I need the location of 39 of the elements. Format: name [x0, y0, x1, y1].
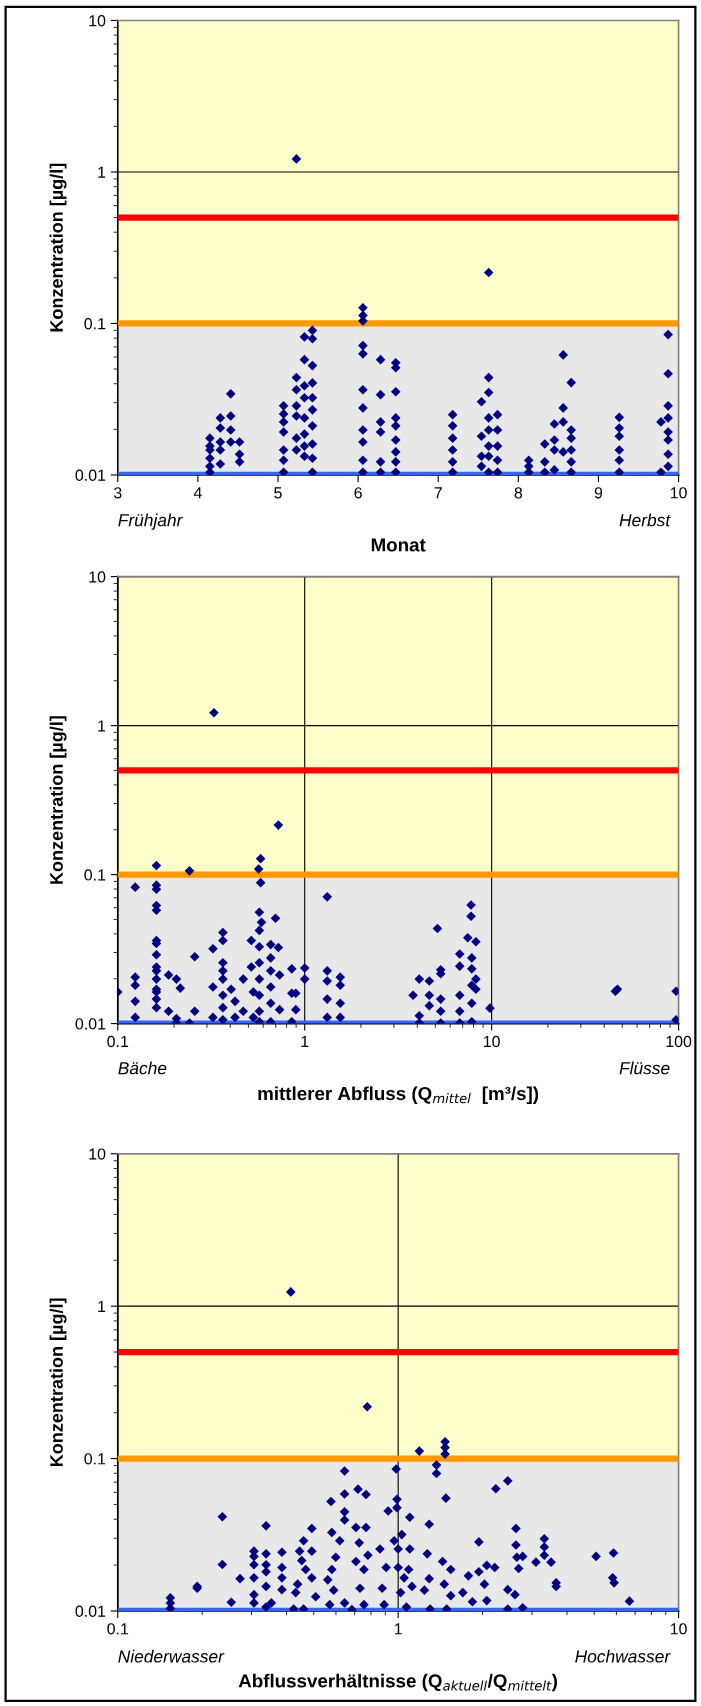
y-tick-label: 10 — [89, 1148, 106, 1160]
y-tick-label: 1 — [98, 166, 106, 178]
x-tick-label: 10 — [670, 487, 687, 499]
y-tick-label: 0.01 — [75, 1018, 106, 1030]
text: Niederwasser — [118, 1649, 225, 1663]
y-tick-label: 0.01 — [75, 1605, 106, 1617]
x-tick-label: 9 — [594, 487, 603, 499]
x-tick-label: 0.1 — [107, 1035, 129, 1048]
text: Herbst — [619, 513, 671, 527]
y-tick-label: 0.1 — [84, 1453, 106, 1465]
x-tick-label: 10 — [483, 1035, 500, 1048]
y-tick-label: 1 — [98, 1300, 106, 1312]
y-tick-label: 10 — [89, 15, 106, 27]
text: Bäche — [118, 1061, 167, 1075]
x-tick-label: 5 — [274, 487, 282, 499]
x-tick-label: 8 — [514, 487, 523, 499]
y-tick-label: 0.1 — [84, 869, 106, 881]
y-tick-label: 0.01 — [75, 469, 106, 481]
y-tick-label: 10 — [89, 571, 106, 583]
x-tick-label: 6 — [354, 487, 362, 499]
x-axis-title: Abflussverhältnisse (Q$_{aktuell}$/Q$_{mittelt}$) — [238, 1673, 558, 1692]
y-axis-title: Konzentration [µg/l] — [49, 163, 67, 332]
x-tick-label: 3 — [113, 487, 122, 499]
text: Flüsse — [619, 1061, 670, 1075]
x-axis-title: mittlerer Abfluss (Q$_{mittel}$ [m³/s]) — [258, 1086, 539, 1104]
x-tick-label: 0.1 — [107, 1623, 129, 1635]
x-tick-label: 1 — [301, 1035, 309, 1047]
text: Hochwasser — [575, 1649, 671, 1663]
x-tick-label: 4 — [193, 487, 202, 499]
x-tick-label: 1 — [394, 1623, 402, 1635]
y-tick-label: 0.1 — [84, 318, 106, 330]
x-tick-label: 10 — [670, 1623, 687, 1635]
x-tick-label: 7 — [434, 487, 442, 499]
x-axis-title: Monat — [371, 538, 426, 552]
y-axis-title: Konzentration [µg/l] — [49, 716, 67, 884]
x-tick-label: 100 — [666, 1035, 692, 1048]
y-axis-title: Konzentration [µg/l] — [49, 1298, 67, 1467]
y-tick-label: 1 — [98, 720, 106, 732]
text: Frühjahr — [118, 513, 183, 530]
